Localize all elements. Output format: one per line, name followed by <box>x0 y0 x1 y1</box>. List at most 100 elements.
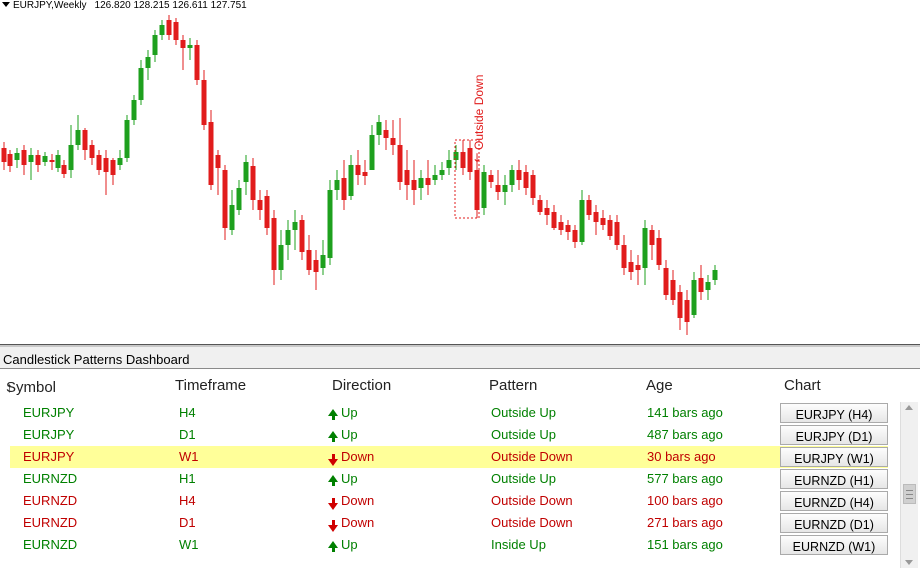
candle-body <box>292 222 298 230</box>
chart-button[interactable]: EURJPY (D1) <box>780 425 888 445</box>
cell-direction: Down <box>328 449 375 466</box>
candle-body <box>523 172 529 188</box>
candle-body <box>96 155 102 170</box>
table-row[interactable]: EURNZD H4 Down Outside Down 100 bars ago EURN… <box>10 490 888 512</box>
candle-body <box>229 205 235 230</box>
chart-header: EURJPY,Weekly 126.820 128.215 126.611 127… <box>2 0 247 11</box>
cell-pattern: Outside Up <box>491 427 557 442</box>
candle-body <box>502 185 508 192</box>
table-row[interactable]: EURNZD D1 Down Outside Down 271 bars ago EURN… <box>10 512 888 534</box>
column-headers: ↑ Symbol Timeframe Direction Pattern Age … <box>0 375 900 397</box>
column-header-chart[interactable]: Chart <box>784 377 821 394</box>
candle-body <box>166 20 172 35</box>
column-header-age[interactable]: Age <box>646 377 673 394</box>
candle-body <box>55 155 61 168</box>
candle-body <box>495 185 501 192</box>
candle-body <box>348 165 354 196</box>
candle-body <box>173 22 179 40</box>
arrow-up-icon <box>328 541 338 552</box>
scroll-down-icon[interactable] <box>905 560 913 565</box>
table-row[interactable]: EURNZD H1 Up Outside Up 577 bars ago EURNZD (… <box>10 468 888 490</box>
candle-body <box>684 300 690 322</box>
cell-timeframe: H4 <box>179 493 196 508</box>
candle-body <box>28 155 34 162</box>
candle-body <box>271 218 277 270</box>
cell-direction: Up <box>328 427 358 442</box>
price-chart[interactable]: ↓ Outside Down EURJPY,Weekly 126.820 128.2… <box>0 0 920 344</box>
candle-body <box>635 265 641 270</box>
candle-body <box>551 212 557 228</box>
cell-age: 30 bars ago <box>647 449 716 464</box>
table-row[interactable]: EURNZD W1 Up Inside Up 151 bars ago EURNZD (W… <box>10 534 888 556</box>
cell-symbol: EURJPY <box>23 427 75 442</box>
candle-body <box>537 200 543 212</box>
scroll-thumb[interactable] <box>903 484 916 504</box>
chart-button[interactable]: EURJPY (W1) <box>780 447 888 467</box>
table-row[interactable]: EURJPY D1 Up Outside Up 487 bars ago EURJPY (… <box>10 424 888 446</box>
candle-body <box>7 154 13 166</box>
candle-body <box>530 175 536 198</box>
cell-symbol: EURNZD <box>23 537 78 552</box>
candle-body <box>453 152 459 160</box>
cell-age: 577 bars ago <box>647 471 723 486</box>
candle-body <box>565 225 571 232</box>
candle-body <box>355 165 361 175</box>
dashboard-title: Candlestick Patterns Dashboard <box>0 345 920 369</box>
candle-body <box>138 68 144 100</box>
candle-body <box>14 153 20 160</box>
candle-body <box>460 152 466 168</box>
candle-body <box>404 170 410 185</box>
table-row[interactable]: EURJPY H4 Up Outside Up 141 bars ago EURJPY (… <box>10 402 888 424</box>
chart-button[interactable]: EURNZD (H4) <box>780 491 888 511</box>
chart-button[interactable]: EURNZD (W1) <box>780 535 888 555</box>
candle-body <box>278 245 284 270</box>
candle-body <box>285 230 291 245</box>
candle-body <box>586 200 592 215</box>
vertical-scrollbar[interactable] <box>900 402 918 568</box>
cell-pattern: Outside Down <box>491 449 573 464</box>
cell-timeframe: W1 <box>179 449 199 464</box>
candle-body <box>481 172 487 208</box>
candle-body <box>432 175 438 180</box>
cell-direction: Up <box>328 537 358 552</box>
column-header-pattern[interactable]: Pattern <box>489 377 538 394</box>
candle-body <box>89 145 95 158</box>
candle-body <box>705 282 711 290</box>
candle-body <box>110 160 116 175</box>
arrow-up-icon <box>328 475 338 486</box>
candle-body <box>320 255 326 268</box>
candle-body <box>593 212 599 222</box>
scroll-up-icon[interactable] <box>905 405 913 410</box>
cell-pattern: Inside Up <box>491 537 546 552</box>
chart-button[interactable]: EURNZD (H1) <box>780 469 888 489</box>
cell-direction-label: Down <box>341 515 375 530</box>
column-header-timeframe[interactable]: Timeframe <box>175 377 247 394</box>
cell-age: 271 bars ago <box>647 515 723 530</box>
arrow-up-icon <box>328 409 338 420</box>
candle-body <box>670 280 676 300</box>
candle-body <box>194 45 200 80</box>
chart-ohlc: 126.820 128.215 126.611 127.751 <box>94 0 247 11</box>
candle-body <box>390 138 396 145</box>
candle-body <box>68 145 74 170</box>
candle-body <box>362 172 368 176</box>
candle-body <box>649 230 655 245</box>
candle-body <box>103 158 109 172</box>
chart-button[interactable]: EURJPY (H4) <box>780 403 888 423</box>
candle-body <box>663 268 669 295</box>
candle-body <box>61 165 67 174</box>
table-row[interactable]: EURJPY W1 Down Outside Down 30 bars ago EURJP… <box>10 446 888 468</box>
column-header-direction[interactable]: Direction <box>332 377 392 394</box>
cell-pattern: Outside Down <box>491 515 573 530</box>
candle-body <box>327 190 333 258</box>
sort-up-icon: ↑ <box>6 379 13 395</box>
candle-body <box>257 200 263 210</box>
dropdown-triangle-icon[interactable] <box>2 2 10 7</box>
cell-direction-label: Down <box>341 449 375 464</box>
candle-body <box>369 135 375 170</box>
candle-body <box>299 220 305 252</box>
chart-button[interactable]: EURNZD (D1) <box>780 513 888 533</box>
candle-body <box>341 178 347 200</box>
candle-body <box>467 148 473 172</box>
candle-body <box>677 292 683 318</box>
